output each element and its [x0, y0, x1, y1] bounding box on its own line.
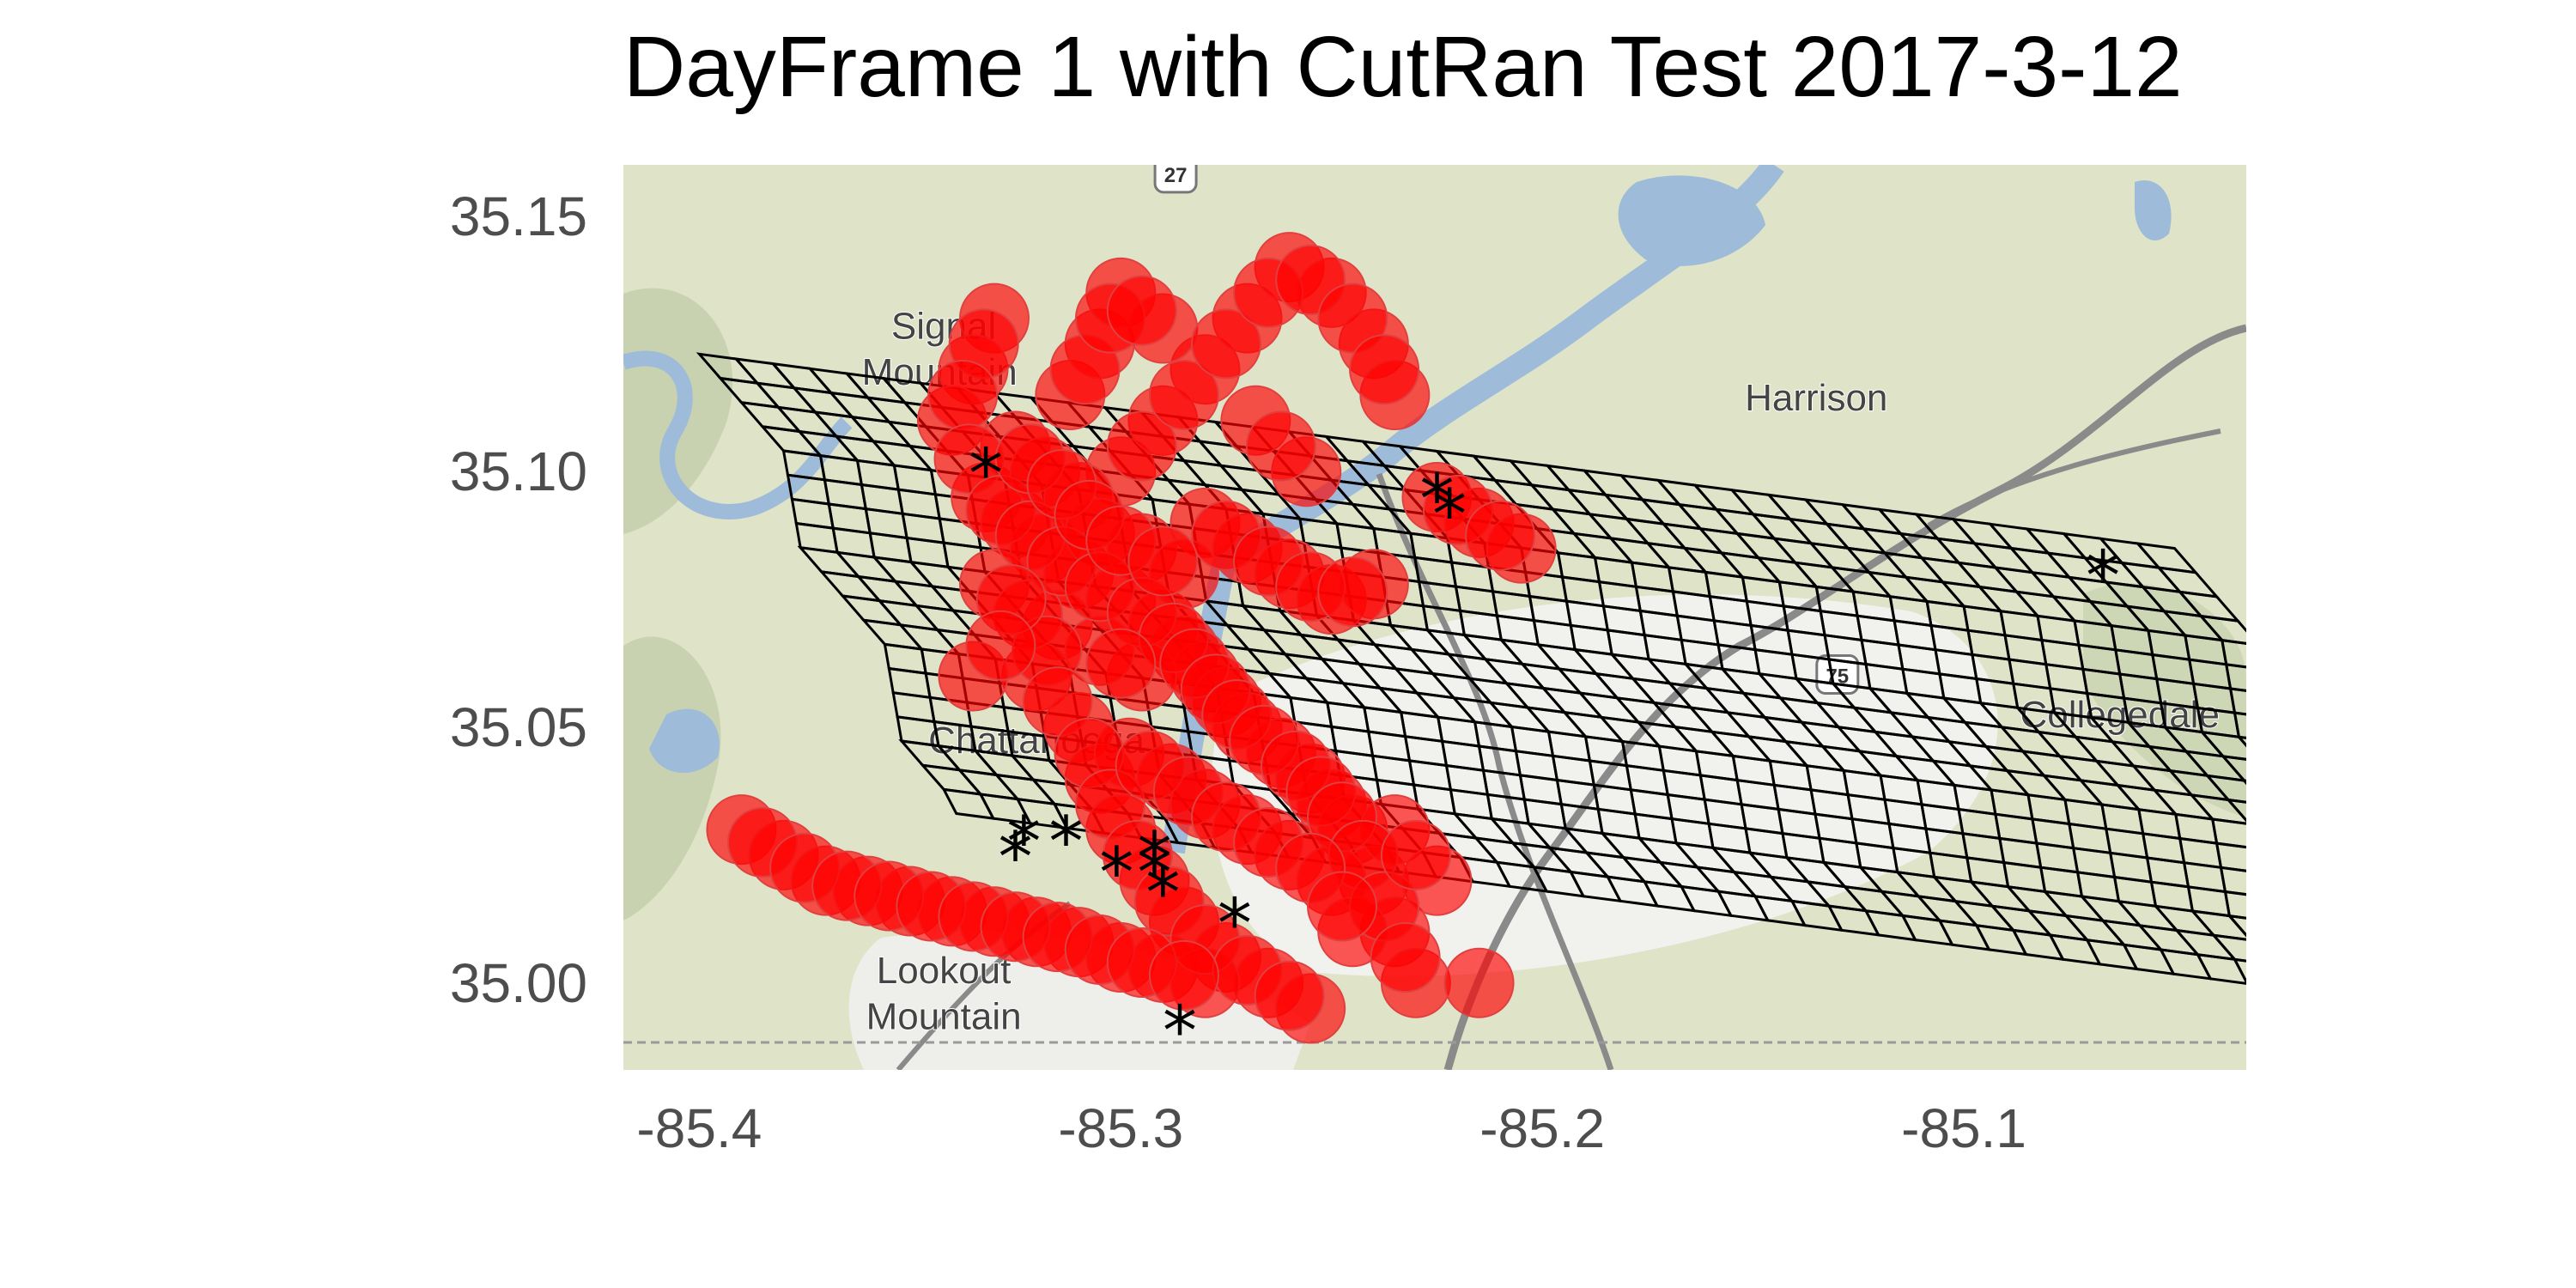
star-marker: *: [2086, 536, 2120, 616]
road: [1443, 324, 2246, 1070]
grid-cell: [2203, 774, 2246, 804]
data-point: [1380, 819, 1451, 890]
grid-cell: [2223, 890, 2246, 920]
grid-cell: [2224, 663, 2246, 692]
data-point: [1370, 921, 1441, 993]
lake: [649, 708, 720, 774]
grid-cell: [2219, 866, 2246, 896]
data-point: [1106, 410, 1177, 482]
chart-title: DayFrame 1 with CutRan Test 2017-3-12: [623, 19, 2183, 115]
grid-cell: [2210, 817, 2246, 849]
grid-cell: [2195, 952, 2246, 985]
data-point: [927, 359, 999, 430]
x-tick-label: -85.3: [1058, 1097, 1184, 1159]
star-marker: *: [1138, 817, 1172, 897]
x-tick-label: -85.2: [1479, 1097, 1606, 1159]
data-point: [1317, 556, 1388, 628]
road: [1927, 428, 2221, 528]
star-marker: *: [1099, 833, 1133, 913]
hill-shade: [2083, 583, 2246, 817]
urban-area: [848, 932, 1310, 1070]
place-label: Mountain: [866, 995, 1022, 1037]
y-tick-label: 35.00: [449, 951, 587, 1014]
data-point: [965, 610, 1036, 681]
data-point: [1465, 500, 1536, 571]
star-marker: *: [1145, 854, 1180, 933]
y-tick-label: 35.15: [449, 185, 587, 247]
x-tick-label: -85.1: [1901, 1097, 2027, 1159]
grid-cell: [2215, 841, 2246, 872]
star-marker: *: [999, 817, 1033, 897]
map-panel: Harrison Collegedale Lookout Mountain Signal…: [623, 165, 2246, 1070]
star-marker: *: [1006, 802, 1041, 882]
grid-cell: [2220, 638, 2246, 669]
grid-cell: [2198, 730, 2246, 761]
grid-cell: [2220, 754, 2246, 782]
data-point: [1191, 308, 1261, 380]
y-tick-label: 35.05: [449, 696, 587, 759]
data-point: [1085, 628, 1157, 699]
data-point: [1106, 275, 1177, 346]
data-point: [1254, 960, 1325, 1031]
lake: [2135, 180, 2172, 241]
star-marker: *: [969, 434, 1003, 513]
star-marker: *: [1048, 802, 1083, 882]
grid-cell: [2189, 909, 2246, 941]
star-marker: *: [1218, 884, 1252, 963]
data-point: [1317, 283, 1388, 354]
road-shield-icon: [1153, 165, 1198, 194]
grid-cell: [2188, 793, 2246, 825]
star-marker: *: [1432, 475, 1467, 555]
road-shield-label: 27: [1164, 165, 1188, 187]
data-point: [1349, 334, 1420, 405]
data-point: [1245, 410, 1316, 482]
data-point: [1443, 947, 1515, 1018]
x-tick-label: -85.4: [636, 1097, 762, 1159]
grid-cell: [2226, 914, 2246, 938]
star-marker: *: [1138, 833, 1172, 913]
lake: [1618, 175, 1765, 266]
data-point: [1148, 939, 1219, 1011]
grid-cell: [2197, 614, 2246, 645]
points-layer: [706, 232, 1557, 1044]
star-marker: *: [1163, 991, 1197, 1070]
data-point: [1307, 871, 1377, 942]
river: [623, 350, 853, 519]
data-point: [1022, 666, 1093, 738]
grid-cell: [2225, 798, 2246, 823]
grid-cell: [2210, 933, 2246, 963]
map-svg: HarrisonCollegedaleLookoutMountainSignal…: [623, 165, 2246, 1070]
data-point: [1148, 359, 1219, 430]
y-tick-label: 35.10: [449, 440, 587, 503]
grid-cell: [2228, 687, 2246, 716]
grid-cell: [2233, 711, 2246, 739]
hill-shade: [623, 636, 721, 920]
star-marker: *: [1419, 459, 1454, 539]
road: [1376, 472, 1614, 1070]
place-label: Harrison: [1745, 377, 1887, 419]
stars-layer: * ***** * * *****: [969, 434, 2120, 1070]
data-point: [1127, 526, 1199, 597]
grid-cell: [2232, 957, 2246, 985]
